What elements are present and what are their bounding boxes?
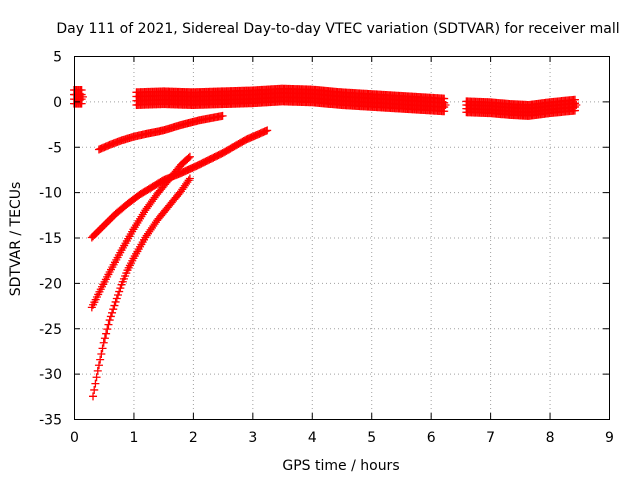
data-point bbox=[184, 176, 193, 185]
series-band-near-zero bbox=[132, 84, 450, 116]
data-point bbox=[94, 361, 103, 370]
x-axis-label: GPS time / hours bbox=[282, 458, 399, 474]
x-tick-label: 5 bbox=[367, 430, 376, 446]
data-point bbox=[91, 379, 100, 388]
y-tick-label: -5 bbox=[48, 140, 62, 156]
data-point bbox=[78, 92, 87, 101]
y-tick-label: 5 bbox=[53, 50, 62, 66]
data-point bbox=[113, 291, 122, 300]
data-point bbox=[104, 320, 113, 329]
data-point bbox=[218, 111, 227, 120]
y-tick-label: 0 bbox=[53, 95, 62, 111]
data-point bbox=[92, 373, 101, 382]
data-point bbox=[90, 385, 99, 394]
y-axis-label: SDTVAR / TECUs bbox=[8, 182, 24, 297]
y-tick-label: -35 bbox=[39, 413, 62, 429]
data-point bbox=[263, 126, 272, 135]
data-point bbox=[93, 366, 102, 375]
x-tick-label: 0 bbox=[70, 430, 79, 446]
series-arc-a bbox=[94, 111, 227, 154]
data-point bbox=[97, 350, 106, 359]
data-point bbox=[105, 316, 114, 325]
data-layer bbox=[70, 84, 581, 401]
series-band-near-zero-start bbox=[70, 86, 87, 108]
data-point bbox=[89, 392, 98, 401]
x-tick-label: 4 bbox=[308, 430, 317, 446]
series-band-near-zero-late bbox=[462, 95, 581, 120]
data-point bbox=[77, 86, 86, 95]
data-point bbox=[185, 152, 194, 161]
data-point bbox=[570, 95, 579, 104]
data-point bbox=[110, 301, 119, 310]
data-point bbox=[99, 338, 108, 347]
x-tick-label: 6 bbox=[427, 430, 436, 446]
y-tick-label: -30 bbox=[39, 367, 62, 383]
data-point bbox=[440, 94, 449, 103]
data-point bbox=[106, 312, 115, 321]
data-point bbox=[116, 284, 125, 293]
y-tick-label: -15 bbox=[39, 231, 62, 247]
data-point bbox=[111, 297, 120, 306]
y-tick-label: -25 bbox=[39, 322, 62, 338]
data-point bbox=[98, 344, 107, 353]
data-point bbox=[115, 287, 124, 296]
data-point bbox=[100, 334, 109, 343]
x-tick-label: 8 bbox=[546, 430, 555, 446]
axis-ticks bbox=[74, 56, 610, 420]
x-tick-label: 1 bbox=[129, 430, 138, 446]
data-point bbox=[109, 305, 118, 314]
data-point bbox=[103, 325, 112, 334]
series-arc-c bbox=[87, 152, 194, 312]
series-arc-d bbox=[89, 174, 194, 401]
data-point bbox=[184, 153, 193, 162]
data-point bbox=[185, 174, 194, 183]
x-tick-label: 2 bbox=[189, 430, 198, 446]
data-point bbox=[96, 355, 105, 364]
data-point bbox=[441, 101, 450, 110]
y-tick-label: -20 bbox=[39, 276, 62, 292]
y-tick-label: -10 bbox=[39, 186, 62, 202]
tick-labels: 0 1 2 3 4 5 6 7 8 9 5 0 -5 -10 -15 -20 -25 -30 -35 bbox=[39, 50, 614, 447]
x-tick-label: 7 bbox=[486, 430, 495, 446]
x-tick-label: 3 bbox=[248, 430, 257, 446]
data-point bbox=[112, 294, 121, 303]
data-point bbox=[102, 329, 111, 338]
data-point bbox=[572, 101, 581, 110]
chart-title: Day 111 of 2021, Sidereal Day-to-day VTE… bbox=[56, 21, 619, 37]
data-point bbox=[108, 308, 117, 317]
x-tick-label: 9 bbox=[605, 430, 614, 446]
